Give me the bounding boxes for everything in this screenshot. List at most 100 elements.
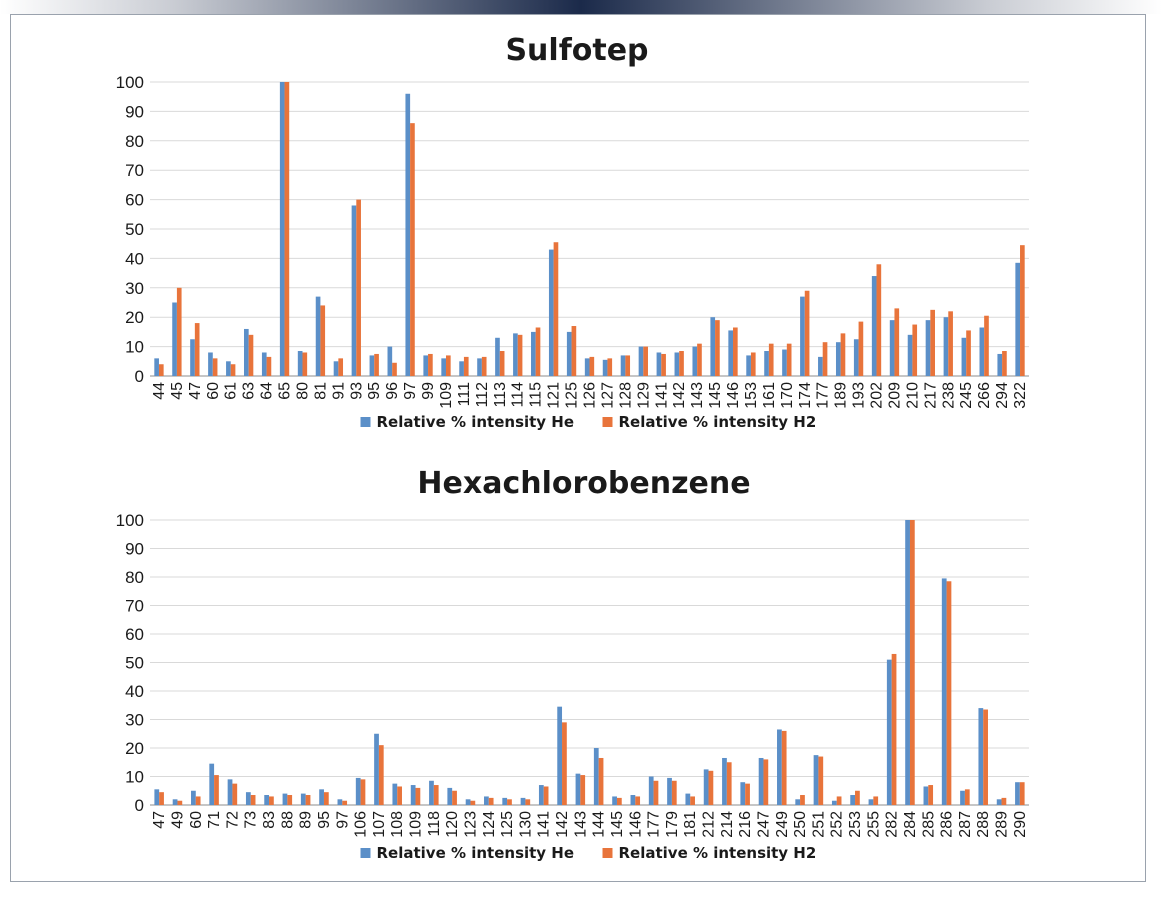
- bar-he: [777, 729, 782, 805]
- bar-he: [850, 795, 856, 805]
- x-tick-label: 146: [627, 811, 644, 838]
- bar-he: [868, 799, 874, 805]
- bar-h2: [930, 309, 935, 376]
- bar-h2: [690, 796, 695, 805]
- bar-he: [209, 763, 215, 805]
- bar-he: [387, 346, 393, 376]
- y-tick-label: 100: [116, 73, 144, 92]
- bar-h2: [360, 779, 366, 805]
- bar-he: [575, 773, 581, 805]
- bar-h2: [671, 780, 677, 805]
- y-tick-label: 80: [125, 132, 144, 151]
- bar-he: [282, 793, 288, 805]
- bar-h2: [1002, 351, 1007, 376]
- legend-swatch-h2: [602, 417, 613, 427]
- bar-he: [740, 782, 746, 805]
- bar-he: [602, 359, 608, 376]
- x-tick-label: 112: [474, 382, 491, 408]
- bar-h2: [1020, 245, 1025, 376]
- bar-h2: [733, 327, 738, 376]
- bar-h2: [433, 785, 439, 805]
- y-tick-label: 40: [125, 249, 144, 268]
- bar-h2: [697, 343, 702, 376]
- bar-h2: [873, 796, 879, 805]
- legend-swatch-h2: [602, 848, 613, 858]
- bar-he: [764, 351, 769, 376]
- legend-label-he: Relative % intensity He: [377, 844, 575, 862]
- bar-he: [261, 352, 267, 376]
- x-tick-label: 107: [371, 811, 388, 838]
- y-tick-label: 90: [125, 540, 144, 559]
- bar-he: [351, 205, 357, 376]
- x-tick-label: 125: [499, 811, 516, 838]
- bar-he: [648, 776, 654, 805]
- x-tick-label: 83: [261, 811, 278, 829]
- x-tick-label: 73: [243, 811, 260, 829]
- figure-frame: [10, 14, 1146, 882]
- x-tick-label: 289: [994, 811, 1011, 838]
- bar-h2: [553, 242, 559, 376]
- bar-h2: [840, 333, 846, 376]
- bar-he: [907, 334, 913, 376]
- bar-h2: [715, 320, 720, 376]
- bar-h2: [269, 796, 274, 805]
- bar-he: [630, 795, 636, 805]
- bar-h2: [946, 581, 952, 805]
- x-tick-label: 251: [810, 811, 827, 838]
- y-tick-label: 50: [125, 654, 144, 673]
- bar-he: [638, 346, 644, 376]
- bar-he: [710, 317, 716, 376]
- x-tick-label: 47: [151, 811, 168, 829]
- bar-h2: [158, 364, 164, 376]
- bar-he: [813, 755, 819, 806]
- x-tick-label: 88: [279, 811, 296, 829]
- x-tick-label: 210: [904, 382, 921, 409]
- bar-h2: [195, 796, 201, 805]
- x-tick-label: 97: [402, 382, 419, 400]
- x-tick-label: 177: [815, 382, 832, 409]
- chart-title: Hexachlorobenzene: [417, 466, 750, 501]
- x-tick-label: 95: [366, 382, 383, 400]
- bar-h2: [392, 362, 397, 376]
- x-tick-label: 288: [975, 811, 992, 838]
- bar-h2: [284, 82, 290, 376]
- x-tick-label: 253: [847, 811, 864, 838]
- bar-h2: [176, 287, 182, 376]
- x-tick-label: 111: [456, 382, 473, 406]
- bar-h2: [517, 334, 523, 376]
- bar-h2: [876, 264, 882, 376]
- bar-h2: [287, 795, 293, 805]
- bar-h2: [320, 305, 326, 376]
- x-tick-label: 285: [920, 811, 937, 838]
- bar-he: [566, 331, 572, 376]
- bar-h2: [445, 355, 451, 376]
- bar-he: [997, 353, 1003, 376]
- x-tick-label: 109: [438, 382, 455, 409]
- y-tick-label: 70: [125, 597, 144, 616]
- x-tick-label: 286: [939, 811, 956, 838]
- bar-h2: [194, 323, 200, 376]
- x-tick-label: 202: [869, 382, 886, 409]
- bar-h2: [248, 334, 254, 376]
- bar-he: [538, 785, 544, 805]
- x-tick-label: 124: [481, 811, 498, 838]
- y-tick-label: 50: [125, 220, 144, 239]
- x-tick-label: 106: [353, 811, 370, 838]
- bar-h2: [781, 730, 787, 805]
- bar-h2: [745, 783, 750, 806]
- bar-h2: [212, 358, 218, 376]
- bar-he: [447, 787, 453, 805]
- bar-he: [513, 333, 518, 376]
- bar-h2: [679, 351, 684, 376]
- x-tick-label: 130: [517, 811, 534, 838]
- bar-h2: [726, 762, 732, 805]
- bar-he: [548, 249, 554, 376]
- bar-he: [423, 355, 429, 376]
- bar-h2: [894, 308, 900, 376]
- legend-label-h2: Relative % intensity H2: [619, 844, 817, 862]
- bar-he: [520, 797, 526, 806]
- bar-h2: [750, 352, 756, 376]
- x-tick-label: 89: [298, 811, 315, 829]
- x-tick-label: 129: [635, 382, 652, 409]
